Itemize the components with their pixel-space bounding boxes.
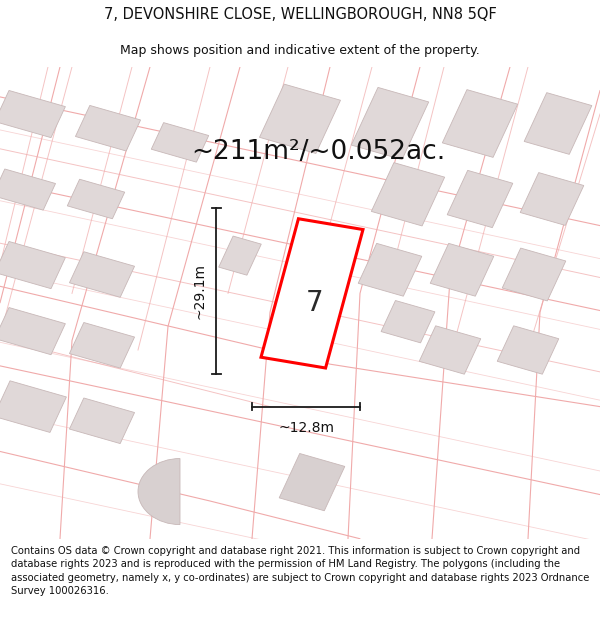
Text: ~29.1m: ~29.1m: [192, 263, 206, 319]
Polygon shape: [0, 169, 56, 210]
Polygon shape: [358, 243, 422, 296]
Polygon shape: [67, 179, 125, 219]
Polygon shape: [261, 219, 363, 368]
Polygon shape: [381, 301, 435, 343]
Text: ~12.8m: ~12.8m: [278, 421, 334, 435]
Polygon shape: [430, 243, 494, 296]
Polygon shape: [0, 308, 65, 355]
Polygon shape: [371, 162, 445, 226]
Text: Contains OS data © Crown copyright and database right 2021. This information is : Contains OS data © Crown copyright and d…: [11, 546, 589, 596]
Text: 7: 7: [306, 289, 324, 317]
Polygon shape: [0, 241, 65, 289]
Polygon shape: [70, 322, 134, 368]
Text: Map shows position and indicative extent of the property.: Map shows position and indicative extent…: [120, 44, 480, 57]
Polygon shape: [419, 326, 481, 374]
Polygon shape: [0, 381, 67, 432]
Polygon shape: [502, 248, 566, 301]
Polygon shape: [447, 171, 513, 227]
Wedge shape: [138, 459, 180, 524]
Polygon shape: [259, 84, 341, 154]
Polygon shape: [497, 326, 559, 374]
Polygon shape: [351, 88, 429, 159]
Text: 7, DEVONSHIRE CLOSE, WELLINGBOROUGH, NN8 5QF: 7, DEVONSHIRE CLOSE, WELLINGBOROUGH, NN8…: [104, 8, 496, 22]
Polygon shape: [70, 252, 134, 298]
Polygon shape: [70, 398, 134, 444]
Polygon shape: [76, 106, 140, 151]
Polygon shape: [524, 92, 592, 154]
Text: ~211m²/~0.052ac.: ~211m²/~0.052ac.: [191, 139, 445, 165]
Polygon shape: [442, 89, 518, 158]
Polygon shape: [219, 236, 261, 275]
Polygon shape: [279, 454, 345, 511]
Polygon shape: [520, 173, 584, 226]
Polygon shape: [151, 122, 209, 162]
Polygon shape: [0, 91, 65, 138]
